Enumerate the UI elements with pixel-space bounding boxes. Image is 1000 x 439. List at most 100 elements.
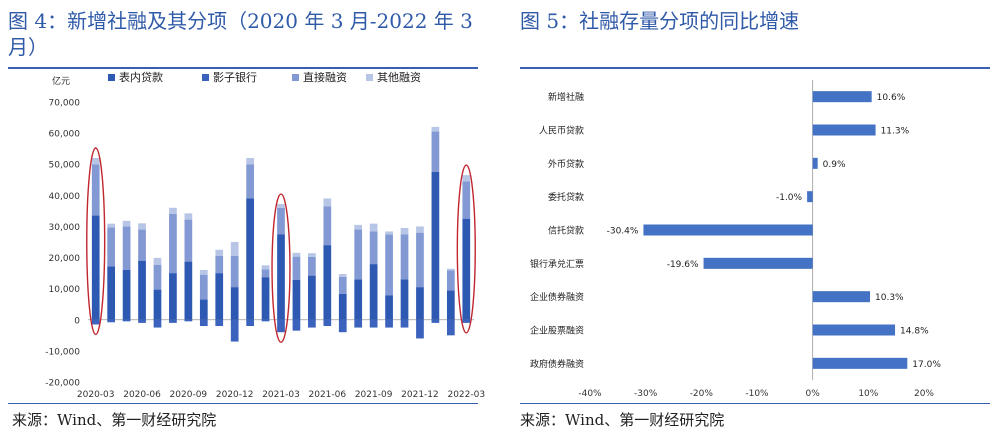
legend-swatch-1 (202, 74, 209, 81)
bar-segment-0 (400, 279, 409, 320)
bar-segment-0 (246, 198, 254, 320)
value-label: -1.0% (776, 193, 803, 203)
bar-segment-2 (261, 269, 270, 278)
bar-segment-1 (277, 319, 285, 333)
bar-segment-2 (277, 207, 285, 235)
y-tick-label: 60,000 (49, 130, 81, 140)
bar-segment-2 (91, 164, 100, 216)
value-label: 17.0% (912, 360, 941, 370)
bar-segment-3 (122, 220, 131, 227)
value-label: 10.3% (875, 293, 904, 303)
bar-segment-2 (138, 229, 146, 261)
bar-segment-3 (184, 213, 193, 220)
bar-segment-1 (230, 319, 239, 342)
bar-segment-1 (400, 319, 409, 328)
bar (812, 157, 818, 169)
bar-segment-0 (277, 234, 285, 320)
bar-segment-3 (199, 270, 208, 275)
legend-swatch-0 (108, 74, 115, 81)
legend-swatch-3 (366, 74, 373, 81)
bar-segment-1 (122, 319, 131, 322)
value-label: 14.8% (900, 327, 929, 337)
x-tick-label: 0% (806, 389, 821, 399)
bar-segment-1 (91, 319, 100, 325)
y-unit-label: 亿元 (52, 75, 70, 87)
bar-segment-3 (169, 207, 177, 214)
bar-segment-2 (354, 229, 363, 280)
bar-segment-0 (462, 218, 471, 320)
bar-segment-0 (230, 287, 239, 320)
value-label: 10.6% (877, 93, 906, 103)
bar-segment-2 (230, 256, 239, 288)
bar (807, 191, 813, 203)
bar-segment-1 (369, 319, 378, 328)
bar-segment-1 (199, 319, 208, 326)
bar-segment-2 (416, 232, 424, 288)
bar-segment-1 (338, 319, 347, 333)
bar-segment-1 (215, 319, 224, 326)
x-tick-label: 2021-06 (309, 390, 347, 400)
bar-segment-2 (169, 214, 177, 274)
bar-segment-3 (400, 228, 409, 235)
bar-segment-0 (199, 299, 208, 320)
figure5-bottom-rule (520, 403, 990, 404)
bar-segment-2 (462, 181, 471, 219)
value-label: -30.4% (607, 227, 639, 237)
value-label: -19.6% (667, 260, 699, 270)
x-tick-label: -30% (634, 389, 658, 399)
x-tick-label: 20% (914, 389, 934, 399)
highlight-ellipse (86, 147, 106, 336)
bar-segment-3 (261, 265, 270, 270)
category-label: 新增社融 (548, 91, 584, 103)
bar-segment-2 (246, 164, 254, 199)
bar-segment-3 (462, 175, 471, 182)
bar-segment-0 (431, 172, 440, 320)
figure5-title: 图 5：社融存量分项的同比增速 (520, 9, 800, 33)
bar-segment-1 (292, 319, 301, 331)
x-tick-label: -20% (690, 389, 714, 399)
y-tick-label: 50,000 (49, 161, 81, 171)
bar-segment-0 (261, 277, 270, 320)
y-tick-label: 20,000 (49, 254, 81, 264)
bar-segment-0 (308, 275, 316, 320)
bar-segment-3 (431, 126, 440, 132)
bar-segment-1 (462, 319, 471, 323)
category-label: 政府债券融资 (530, 358, 584, 370)
bar-segment-1 (153, 319, 162, 328)
y-tick-label: 70,000 (49, 99, 81, 109)
bar-segment-0 (369, 264, 378, 320)
bar (812, 91, 872, 103)
bar-segment-1 (354, 319, 363, 328)
category-label: 人民币贷款 (539, 125, 584, 137)
bar-segment-3 (246, 158, 254, 165)
bar (812, 324, 896, 336)
bar-segment-0 (107, 266, 116, 320)
bar-segment-2 (323, 206, 332, 246)
bar-segment-0 (416, 287, 424, 320)
bar (703, 257, 813, 269)
bar-segment-2 (338, 276, 347, 294)
figure4-bottom-rule (8, 403, 478, 404)
bar-segment-3 (230, 242, 239, 256)
bar (812, 291, 871, 303)
bar-segment-3 (369, 223, 378, 232)
bar-segment-2 (431, 131, 440, 172)
x-tick-label: 2021-12 (401, 390, 439, 400)
x-tick-label: 2020-12 (216, 390, 254, 400)
x-tick-label: 2021-09 (355, 390, 393, 400)
bar-segment-3 (323, 198, 332, 207)
bar-segment-1 (246, 319, 254, 326)
bar-segment-3 (277, 204, 285, 208)
bar-segment-3 (292, 252, 301, 257)
bar-segment-2 (308, 256, 316, 276)
bar-segment-1 (416, 319, 424, 339)
bar-segment-0 (385, 295, 393, 320)
x-tick-label: 2020-09 (170, 390, 208, 400)
bar-segment-3 (338, 274, 347, 277)
bar-segment-3 (138, 223, 146, 230)
bar-segment-0 (184, 261, 193, 320)
figure4-source: 来源：Wind、第一财经研究院 (12, 411, 217, 429)
legend-label-1: 影子银行 (213, 70, 257, 84)
bar-segment-0 (91, 215, 100, 320)
y-tick-label: -10,000 (45, 347, 80, 357)
